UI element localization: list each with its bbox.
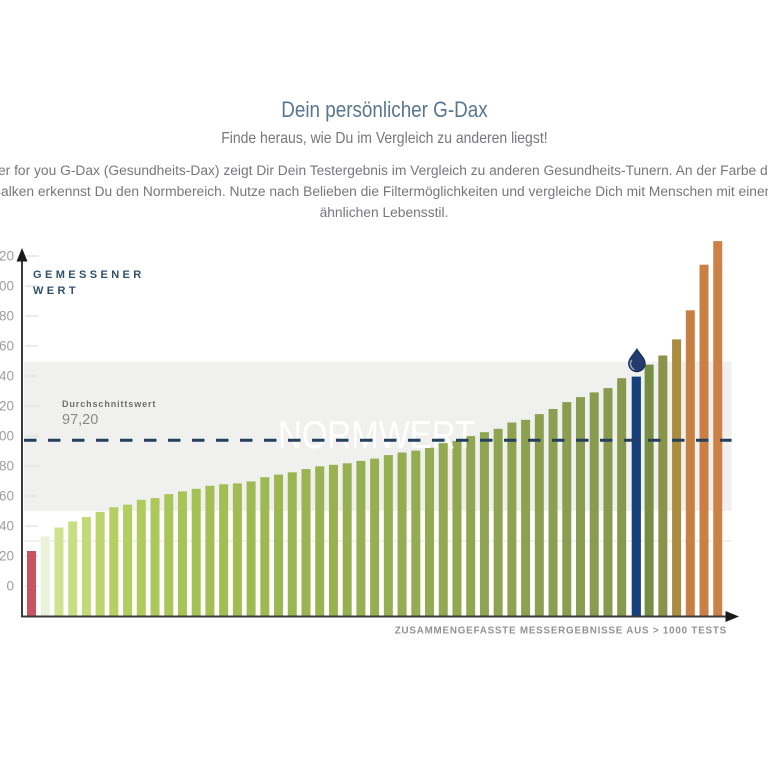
svg-text:200: 200	[0, 279, 14, 294]
svg-text:WERT: WERT	[33, 285, 79, 297]
svg-text:220: 220	[0, 249, 14, 264]
svg-text:40: 40	[0, 519, 14, 534]
svg-text:NORMWERT: NORMWERT	[278, 414, 475, 457]
svg-text:0: 0	[6, 579, 14, 594]
svg-text:Durchschnittswert: Durchschnittswert	[62, 399, 156, 409]
svg-text:GEMESSENER: GEMESSENER	[33, 269, 145, 281]
svg-text:160: 160	[0, 339, 14, 354]
svg-text:120: 120	[0, 399, 14, 414]
svg-text:ZUSAMMENGEFASSTE MESSERGEBNISS: ZUSAMMENGEFASSTE MESSERGEBNISSE AUS > 10…	[395, 626, 727, 637]
svg-text:20: 20	[0, 549, 14, 564]
svg-text:100: 100	[0, 429, 14, 444]
svg-text:80: 80	[0, 459, 14, 474]
svg-text:97,20: 97,20	[62, 412, 98, 428]
svg-text:140: 140	[0, 369, 14, 384]
svg-text:60: 60	[0, 489, 14, 504]
svg-text:180: 180	[0, 309, 14, 324]
